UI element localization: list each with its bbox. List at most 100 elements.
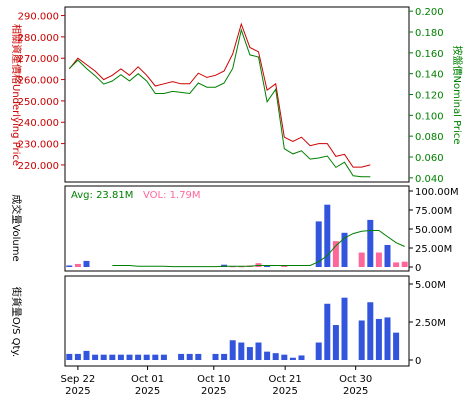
volume-bar [384,244,391,267]
left-tick-label: 290.000 [18,12,59,23]
os-qty-bar [324,303,331,360]
left-tick-label: 260.000 [18,76,59,87]
os-qty-bar [315,342,322,360]
underlying-line [68,22,371,168]
volume-axis-label: 成交量Volume [10,194,23,261]
os-qty-bar [66,353,73,360]
os-qty-bar [74,353,81,360]
volume-bar [74,263,81,267]
right-tick-label: 0.120 [415,91,444,102]
os-qty-panel: 0 2.50M 5.00M 街貨量O/S Qty. [10,275,446,367]
price-panel: 220.000 230.000 240.000 250.000 260.000 270.0… [10,6,464,185]
os-qty-bar [246,347,253,360]
left-tick-label: 270.000 [18,54,59,65]
volume-tick-label: 0 [415,263,421,274]
os-qty-tick-label: 2.50M [415,318,446,329]
x-tick-year: 2025 [201,386,226,397]
os-qty-bar [367,302,374,360]
volume-bar [375,252,382,267]
os-qty-bar [152,354,159,360]
x-tick-day: Oct 30 [339,374,372,385]
os-qty-bar [281,354,288,360]
os-qty-bar [221,353,228,360]
volume-panel: 0 25.00M 50.00M 75.00M 100.00M 成交量Volume Avg: … [10,185,459,274]
avg-volume-label: Avg: 23.81M [71,190,133,201]
volume-tick-label: 25.00M [415,244,452,255]
x-tick-year: 2025 [272,386,297,397]
os-qty-bar [83,350,90,360]
x-tick-year: 2025 [343,386,368,397]
os-qty-bar [289,357,296,360]
volume-bar [332,241,339,267]
os-qty-bar [135,354,142,360]
x-tick-day: Sep 22 [61,374,96,385]
os-qty-bar [341,297,348,360]
x-tick-year: 2025 [65,386,90,397]
right-tick-label: 0.040 [415,174,444,185]
price-frame [64,6,410,183]
volume-bar [315,221,322,267]
x-tick-day: Oct 21 [269,374,302,385]
left-tick-label: 250.000 [18,97,59,108]
os-qty-bar [100,354,107,360]
os-qty-tick-label: 5.00M [415,280,446,291]
left-tick-label: 220.000 [18,161,59,172]
os-qty-bar [393,332,400,360]
os-qty-axis-label: 街貨量O/S Qty. [10,287,23,357]
os-qty-tick-label: 0 [415,356,421,367]
right-tick-label: 0.140 [415,70,444,81]
right-tick-label: 0.200 [415,7,444,18]
os-qty-bar [212,353,219,360]
os-qty-bar [384,317,391,360]
os-qty-bar [332,325,339,360]
os-qty-bar [109,354,116,360]
underlying-axis-label: 相關資產價格Underlying Price [10,24,23,166]
volume-bar [83,260,90,267]
volume-bar [264,265,271,267]
volume-bar [324,204,331,267]
os-qty-bar [117,354,124,360]
os-qty-bar [358,320,365,360]
os-qty-bar [375,318,382,360]
x-tick-day: Oct 10 [197,374,230,385]
os-qty-bar [92,354,99,360]
avg-volume-line [112,230,405,268]
os-qty-bar [186,353,193,360]
left-tick-label: 280.000 [18,33,59,44]
os-qty-bar [195,353,202,360]
volume-bar [229,266,236,268]
x-tick-year: 2025 [135,386,160,397]
right-tick-label: 0.080 [415,132,444,143]
os-qty-bar [255,342,262,360]
volume-bar [238,266,245,268]
os-qty-bar [143,354,150,360]
volume-tick-label: 50.00M [415,225,452,236]
volume-tick-label: 75.00M [415,206,452,217]
right-tick-label: 0.100 [415,111,444,122]
x-tick-day: Oct 01 [131,374,164,385]
volume-bar [341,232,348,267]
os-qty-bar [160,354,167,360]
os-qty-bar [298,355,305,360]
volume-tick-label: 100.00M [415,187,459,198]
left-tick-label: 240.000 [18,118,59,129]
os-qty-bar [229,340,236,360]
right-tick-label: 0.180 [415,28,444,39]
right-tick-label: 0.060 [415,153,444,164]
nominal-line [68,28,371,178]
volume-bar [358,252,365,267]
os-qty-bar [126,354,133,360]
nominal-axis-label: 按盤價Nominal Price [451,46,464,145]
volume-bar [401,261,408,267]
volume-bar [281,265,288,267]
os-qty-bar [272,353,279,360]
right-tick-label: 0.160 [415,49,444,60]
os-qty-bar [264,351,271,360]
volume-frame [64,185,410,272]
os-qty-bar [238,342,245,360]
os-qty-bar [178,353,185,360]
volume-bar [393,262,400,267]
